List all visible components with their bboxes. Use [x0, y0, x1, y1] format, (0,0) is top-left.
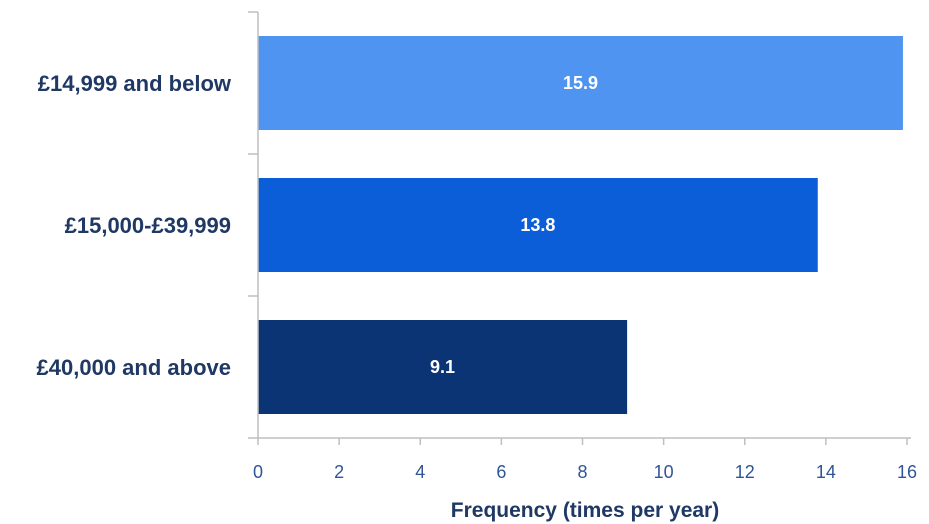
x-tick-label: 2: [334, 462, 344, 482]
data-label: 13.8: [520, 215, 555, 235]
x-tick-label: 6: [496, 462, 506, 482]
category-label: £40,000 and above: [37, 355, 231, 380]
bar: [258, 320, 628, 414]
bar: [258, 178, 818, 272]
category-label: £14,999 and below: [38, 71, 232, 96]
category-label: £15,000-£39,999: [65, 213, 231, 238]
x-tick-label: 14: [816, 462, 836, 482]
x-tick-label: 4: [415, 462, 425, 482]
data-label: 15.9: [563, 73, 598, 93]
x-tick-label: 16: [897, 462, 917, 482]
axes-layer: [257, 12, 911, 439]
x-axis-title: Frequency (times per year): [451, 499, 719, 522]
data-label: 9.1: [430, 357, 455, 377]
x-tick-label: 8: [577, 462, 587, 482]
bar: [258, 36, 903, 130]
x-tick-label: 0: [253, 462, 263, 482]
ticks-layer: [248, 11, 908, 445]
x-tick-label: 10: [654, 462, 674, 482]
bars-layer: [258, 36, 903, 414]
labels-layer: 15.9 £14,999 and below 13.8 £15,000-£39,999…: [37, 71, 917, 482]
x-tick-label: 12: [735, 462, 755, 482]
